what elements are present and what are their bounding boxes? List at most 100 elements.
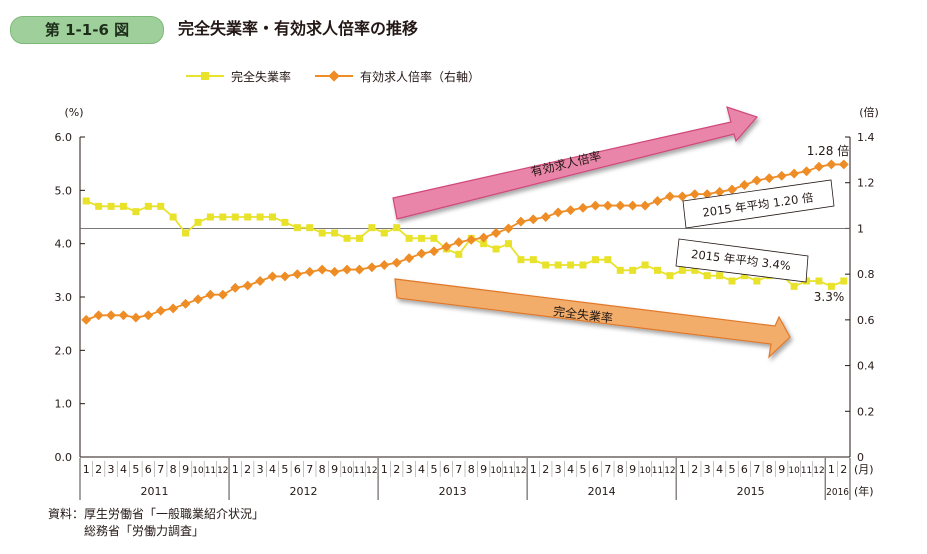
unemployment-point <box>542 261 550 269</box>
month-label: 9 <box>331 463 338 476</box>
unemployment-point <box>219 213 227 221</box>
unemployment-point <box>492 245 500 253</box>
unemployment-point <box>666 272 674 280</box>
unemployment-point <box>132 208 140 216</box>
month-label: 9 <box>629 463 636 476</box>
month-label: 11 <box>503 466 514 476</box>
unemployment-point <box>256 213 264 221</box>
month-label: 2 <box>244 463 251 476</box>
ratio-point <box>354 264 365 275</box>
ratio-point <box>727 184 737 195</box>
unemployment-point <box>728 277 736 285</box>
legend-unemployment-label: 完全失業率 <box>231 69 291 84</box>
month-label: 10 <box>788 466 800 476</box>
month-label: 1 <box>83 463 90 476</box>
month-label: 6 <box>592 463 599 476</box>
unemployment-point <box>567 261 575 269</box>
month-label: 7 <box>455 463 462 476</box>
ratio-point <box>416 248 427 259</box>
left-tick-label: 2.0 <box>55 344 73 357</box>
month-label: 2 <box>393 463 400 476</box>
ratio-point <box>304 266 315 277</box>
ratio-point <box>776 170 787 181</box>
unemployment-point <box>840 277 848 285</box>
source-line-2: 総務省「労働力調査」 <box>84 524 205 538</box>
ratio-point <box>689 189 700 200</box>
ratio-point <box>714 186 725 197</box>
ratio-point <box>826 159 837 170</box>
year-label: 2014 <box>588 485 616 498</box>
left-tick-label: 3.0 <box>55 291 73 304</box>
ratio-point <box>180 298 191 309</box>
left-tick-label: 5.0 <box>55 184 73 197</box>
unemployment-trend-arrow-shape <box>394 278 791 359</box>
month-label: 12 <box>217 466 228 476</box>
month-label: 9 <box>182 463 189 476</box>
ratio-point <box>217 289 228 300</box>
figure-number-badge: 第 1-1-6 図 <box>10 16 164 44</box>
month-label: 2 <box>542 463 549 476</box>
ratio-point <box>267 271 278 282</box>
ratio-point <box>143 310 154 321</box>
month-label: 7 <box>753 463 760 476</box>
unemployment-point <box>368 224 376 232</box>
month-label: 1 <box>828 463 835 476</box>
legend-ratio-label: 有効求人倍率（右軸） <box>360 69 480 84</box>
ratio-average-callout: 2015 年平均 1.20 倍 <box>682 179 835 229</box>
unemployment-point <box>281 218 289 226</box>
ratio-point <box>615 200 626 211</box>
ratio-point <box>93 310 104 321</box>
month-label: 3 <box>257 463 264 476</box>
right-tick-label: 0.8 <box>857 268 875 281</box>
unemployment-point <box>82 197 90 205</box>
right-tick-label: 0.4 <box>857 360 875 373</box>
year-label: 2015 <box>737 485 765 498</box>
month-label: 11 <box>801 466 812 476</box>
ratio-point <box>242 280 253 291</box>
month-label: 10 <box>192 466 204 476</box>
month-label: 3 <box>555 463 562 476</box>
unemployment-point <box>231 213 239 221</box>
unemployment-point <box>206 213 214 221</box>
month-label: 8 <box>617 463 624 476</box>
unemployment-point <box>119 202 127 210</box>
right-tick-label: 0 <box>857 451 864 464</box>
unemployment-point <box>480 240 488 248</box>
right-axis-unit: (倍) <box>859 105 879 119</box>
ratio-point <box>540 212 551 222</box>
ratio-point <box>205 289 216 300</box>
ratio-point <box>404 253 415 264</box>
ratio-point <box>789 168 800 179</box>
ratio-point <box>578 202 588 213</box>
month-label: 6 <box>741 463 748 476</box>
ratio-point <box>590 200 601 211</box>
month-label: 7 <box>157 463 164 476</box>
unemployment-point <box>318 229 326 237</box>
unemployment-point <box>716 272 724 280</box>
month-label: 11 <box>354 466 365 476</box>
unemployment-point <box>194 218 202 226</box>
source-note: 資料：厚生労働省「一般職業紹介状況」 総務省「労働力調査」 <box>48 506 264 540</box>
unemployment-point <box>641 261 649 269</box>
ratio-point <box>81 314 92 325</box>
month-label: 7 <box>604 463 611 476</box>
month-label: 2 <box>840 463 847 476</box>
unemployment-point <box>629 266 637 274</box>
year-label: 2012 <box>290 485 318 498</box>
ratio-point <box>118 310 129 321</box>
month-label: 2 <box>691 463 698 476</box>
unemployment-last-value-label: 3.3% <box>814 290 845 304</box>
month-label: 11 <box>205 466 216 476</box>
axes: 0.0 1.0 2.0 3.0 4.0 5.0 6.0 0 0.2 0.4 0.6 0.8 1 1.2 1.… <box>55 131 875 464</box>
month-label: 12 <box>813 466 824 476</box>
unemployment-point <box>517 256 525 264</box>
left-tick-label: 6.0 <box>55 131 73 144</box>
unemployment-point <box>293 224 301 232</box>
unemployment-point <box>678 266 686 274</box>
ratio-point <box>379 260 390 270</box>
ratio-point <box>193 294 203 305</box>
left-axis-unit: (%) <box>64 106 83 119</box>
month-label: 11 <box>652 466 663 476</box>
ratio-point <box>739 180 750 190</box>
month-label: 9 <box>480 463 487 476</box>
